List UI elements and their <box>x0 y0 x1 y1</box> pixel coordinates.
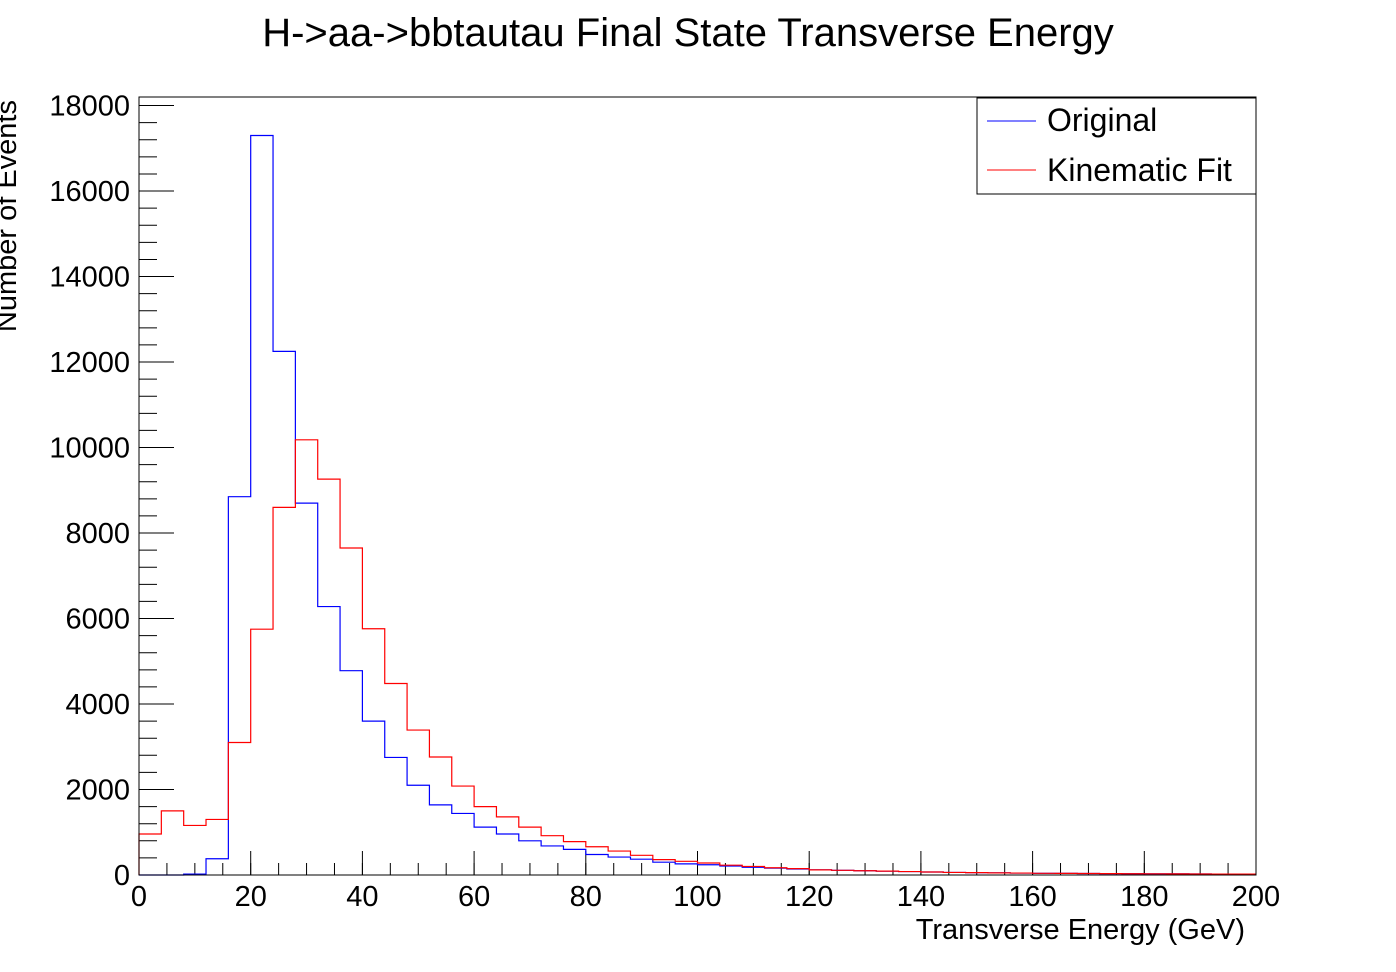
legend-label-original: Original <box>1047 102 1157 138</box>
y-tick-label: 12000 <box>49 347 130 379</box>
x-axis-label: Transverse Energy (GeV) <box>916 914 1245 946</box>
x-tick-label: 160 <box>1008 881 1056 913</box>
legend: Original Kinematic Fit <box>976 97 1257 195</box>
x-tick-label: 180 <box>1120 881 1168 913</box>
x-tick-label: 200 <box>1232 881 1280 913</box>
legend-box <box>976 97 1257 195</box>
y-tick-label: 6000 <box>65 604 130 636</box>
series-layer <box>138 134 1256 876</box>
series-original <box>139 134 1256 876</box>
y-tick-label: 18000 <box>49 91 130 123</box>
y-axis-label: Number of Events <box>0 100 23 332</box>
y-tick-label: 2000 <box>65 775 130 807</box>
y-tick-label: 0 <box>114 860 130 892</box>
y-tick-label: 16000 <box>49 176 130 208</box>
y-tick-label: 8000 <box>65 518 130 550</box>
series-kinematic-fit <box>138 439 1256 875</box>
x-tick-label: 20 <box>235 881 267 913</box>
y-tick-label: 10000 <box>49 433 130 465</box>
x-tick-label: 120 <box>785 881 833 913</box>
x-tick-label: 140 <box>897 881 945 913</box>
legend-label-kinematic-fit: Kinematic Fit <box>1047 152 1232 188</box>
y-tick-label: 4000 <box>65 689 130 721</box>
chart-title: H->aa->bbtautau Final State Transverse E… <box>262 11 1114 55</box>
plot-frame <box>138 96 1257 876</box>
x-tick-label: 40 <box>346 881 378 913</box>
x-tick-label: 80 <box>570 881 602 913</box>
x-tick-label: 100 <box>673 881 721 913</box>
x-tick-label: 60 <box>458 881 490 913</box>
x-tick-label: 0 <box>131 881 147 913</box>
axis-ticks: 0 20 40 60 80 100 120 140 160 180 2000200040006000… <box>49 91 1280 913</box>
y-tick-label: 14000 <box>49 262 130 294</box>
